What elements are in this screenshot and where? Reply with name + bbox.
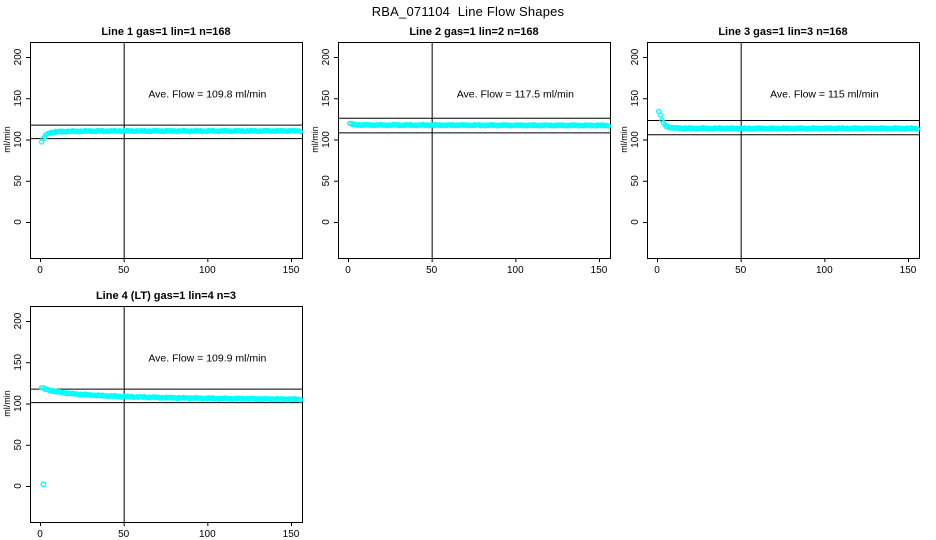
panel-title: Line 1 gas=1 lin=1 n=168 xyxy=(101,26,230,38)
y-tick-label: 100 xyxy=(13,131,24,148)
panel-2: 0 50 100 150 0 50 100 150 200 ml/min Line 2 gas=1 … xyxy=(310,26,612,276)
x-tick-label: 50 xyxy=(118,529,130,540)
y-tick-label: 50 xyxy=(13,439,24,451)
panel-4: 0 50 100 150 0 50 100 150 200 ml/min Line 4 (LT) g… xyxy=(2,290,304,540)
y-tick-label: 100 xyxy=(321,131,332,148)
ave-flow-annotation: Ave. Flow = 115 ml/min xyxy=(770,88,879,100)
y-tick-label: 150 xyxy=(630,89,641,106)
data-points xyxy=(38,385,304,488)
data-point xyxy=(914,126,921,132)
x-tick-label: 150 xyxy=(283,265,300,276)
plot-box xyxy=(30,306,303,523)
plot-box xyxy=(30,42,303,259)
x-tick-label: 100 xyxy=(816,265,833,276)
ave-flow-annotation: Ave. Flow = 117.5 ml/min xyxy=(457,88,574,100)
y-tick-label: 0 xyxy=(13,483,24,489)
panel-3: 0 50 100 150 0 50 100 150 200 ml/min Line 3 gas=1 … xyxy=(619,26,921,276)
ave-flow-annotation: Ave. Flow = 109.8 ml/min xyxy=(148,88,266,100)
x-tick-label: 100 xyxy=(199,529,216,540)
panel-title: Line 3 gas=1 lin=3 n=168 xyxy=(718,26,847,38)
y-tick-label: 200 xyxy=(321,48,332,65)
y-tick-label: 100 xyxy=(630,131,641,148)
x-tick-label: 150 xyxy=(283,529,300,540)
y-tick-label: 50 xyxy=(321,175,332,187)
y-tick-label: 50 xyxy=(13,175,24,187)
y-axis-label: ml/min xyxy=(310,126,320,153)
y-tick-label: 200 xyxy=(13,48,24,65)
y-axis-label: ml/min xyxy=(619,126,629,153)
panel-1: 0 50 100 150 0 50 100 150 200 ml/min Line 1 gas=1 … xyxy=(2,26,304,276)
plot-box xyxy=(647,42,920,259)
data-points xyxy=(38,127,304,145)
x-tick-label: 50 xyxy=(735,265,747,276)
data-point xyxy=(605,123,612,129)
plot-box xyxy=(338,42,611,259)
ave-flow-annotation: Ave. Flow = 109.9 ml/min xyxy=(148,352,266,364)
x-tick-label: 0 xyxy=(37,265,43,276)
data-point xyxy=(657,112,663,118)
x-tick-label: 150 xyxy=(591,265,608,276)
data-point xyxy=(297,397,304,403)
x-tick-label: 0 xyxy=(37,529,43,540)
panel-title: Line 4 (LT) gas=1 lin=4 n=3 xyxy=(96,290,236,302)
outlier-point xyxy=(40,481,47,488)
y-tick-label: 150 xyxy=(13,353,24,370)
y-tick-label: 0 xyxy=(13,219,24,225)
y-tick-label: 200 xyxy=(630,48,641,65)
x-tick-label: 100 xyxy=(507,265,524,276)
x-tick-label: 50 xyxy=(426,265,438,276)
y-tick-label: 50 xyxy=(630,175,641,187)
x-tick-label: 0 xyxy=(345,265,351,276)
x-tick-label: 0 xyxy=(654,265,660,276)
data-points xyxy=(346,120,612,129)
y-tick-label: 200 xyxy=(13,312,24,329)
data-point xyxy=(297,128,304,135)
main-title: RBA_071104 Line Flow Shapes xyxy=(371,4,565,19)
y-tick-label: 0 xyxy=(321,219,332,225)
y-tick-label: 150 xyxy=(13,89,24,106)
y-tick-label: 0 xyxy=(630,219,641,225)
x-tick-label: 50 xyxy=(118,265,130,276)
y-tick-label: 100 xyxy=(13,395,24,412)
x-tick-label: 150 xyxy=(900,265,917,276)
data-points xyxy=(655,108,921,132)
y-tick-label: 150 xyxy=(321,89,332,106)
y-axis-label: ml/min xyxy=(2,390,12,417)
panel-title: Line 2 gas=1 lin=2 n=168 xyxy=(409,26,538,38)
y-axis-label: ml/min xyxy=(2,126,12,153)
x-tick-label: 100 xyxy=(199,265,216,276)
